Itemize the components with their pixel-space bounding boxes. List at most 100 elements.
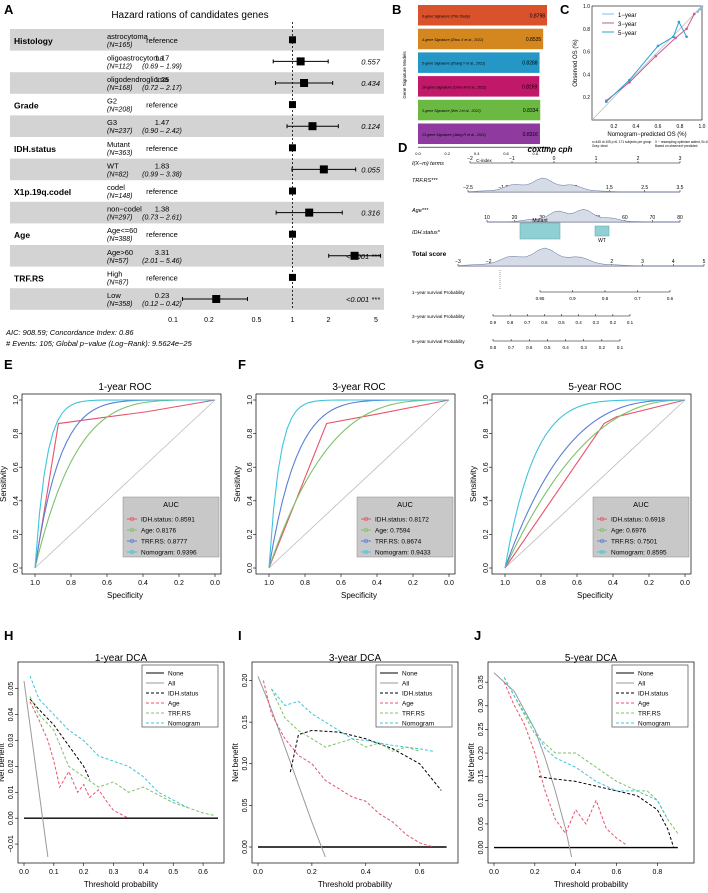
dca-x-tick: 0.5	[168, 869, 178, 876]
roc-y-tick: 0.8	[13, 429, 20, 439]
roc-x-tick: 0.4	[372, 580, 382, 587]
dca-y-label: Net benefit	[467, 742, 476, 781]
calibration-series-line	[605, 13, 695, 102]
roc-x-tick: 0.0	[680, 580, 690, 587]
dca-y-tick: 0.05	[478, 817, 485, 831]
nomogram-row-label: Age***	[411, 208, 429, 214]
roc-legend-marker	[363, 538, 369, 544]
calibration-point	[628, 78, 631, 82]
nomogram-tick-label: 0.8	[507, 320, 514, 325]
calibration-series-line	[605, 20, 688, 103]
forest-row-band	[10, 72, 384, 94]
forest-hr-text: reference	[146, 101, 178, 110]
dca-series-line	[271, 688, 420, 752]
bar-x-tick: 0.0	[415, 151, 421, 156]
roc-legend-marker	[599, 516, 605, 522]
nomogram-tick-label: −2	[467, 156, 473, 162]
nomogram-row-label: TRF.RS***	[412, 178, 438, 184]
forest-hr-text: 1.25	[155, 75, 170, 84]
nomogram-tick-label: 0.1	[617, 345, 624, 350]
panel-label-c: C	[560, 2, 570, 17]
dca-y-tick: 0.25	[478, 723, 485, 737]
roc-legend-label: Age: 0.8176	[141, 528, 176, 535]
nomogram-box-label: Mutant	[532, 218, 548, 224]
calibration-y-label: Observed OS (%)	[573, 39, 579, 86]
dca-x-tick: 0.2	[530, 869, 540, 876]
calibration-point	[677, 20, 681, 24]
nomogram-tick-label: 0.7	[524, 320, 531, 325]
calibration-note: X − resampling optimism added, B=1000	[655, 140, 708, 144]
nomogram-row-label: 5−year survival Probability	[412, 339, 465, 344]
nomogram-tick-label: 0.2	[599, 345, 606, 350]
roc-y-label: Sensitivity	[469, 466, 478, 502]
nomogram-tick-label: 0.8	[490, 345, 497, 350]
roc-x-tick: 0.0	[210, 580, 220, 587]
roc-frame	[21, 393, 222, 575]
forest-hr-text: 1.47	[155, 118, 170, 127]
forest-x-tick: 0.5	[252, 317, 262, 324]
roc-y-tick: 1.0	[13, 395, 20, 405]
dca-legend-label: TRF.RS	[638, 711, 661, 718]
forest-hr-text: reference	[146, 230, 178, 239]
roc-y-tick: 0.6	[247, 462, 254, 472]
nomogram-tick-label: 2	[610, 259, 613, 265]
forest-hr-text: reference	[146, 187, 178, 196]
dca-legend-label: IDH.status	[638, 691, 669, 698]
dca-y-tick: 0.00	[242, 840, 249, 854]
calibration-point	[685, 35, 688, 39]
dca-x-label: Threshold probability	[554, 880, 628, 889]
forest-level: G3	[107, 118, 117, 127]
roc-legend-label: Nomogram: 0.9433	[375, 550, 431, 557]
roc-curve	[504, 399, 686, 569]
forest-x-tick: 0.2	[204, 317, 214, 324]
nomogram-tick-label: −2.5	[463, 185, 473, 191]
dca-series-line	[29, 696, 216, 817]
panel-label-j: J	[474, 628, 481, 643]
dca-y-label: Net benefit	[0, 742, 6, 781]
dca-y-tick: 0.00	[478, 841, 485, 855]
calibration-legend-label: 1−year	[618, 13, 637, 19]
forest-x-tick: 0.1	[168, 317, 178, 324]
dca-legend-label: Age	[402, 701, 414, 708]
roc-curve	[268, 399, 450, 569]
forest-p-value: 0.124	[361, 122, 380, 131]
roc-y-label: Sensitivity	[0, 466, 8, 502]
dca-legend-label: Nomogram	[638, 721, 670, 728]
nomogram-tick-label: 10	[484, 215, 490, 221]
dca-x-tick: 0.8	[653, 869, 663, 876]
dca-x-tick: 0.4	[571, 869, 581, 876]
roc-legend-marker	[129, 538, 135, 544]
nomogram-tick-label: 20	[512, 215, 518, 221]
nomogram-tick-label: 1.5	[606, 185, 613, 191]
nomogram-tick-label: 0.4	[562, 345, 569, 350]
dca-legend-label: All	[638, 681, 646, 688]
roc-3year: 3-year ROC 1.0 0.8 0.6 0.4 0.2 0.0 0.0 0.2 0.4 0.6…	[233, 382, 456, 600]
dca-y-tick: 0.30	[478, 699, 485, 713]
dca-3year: 3-year DCA 0.0 0.2 0.4 0.6 0.00 0.05 0.10 0.15 0.…	[231, 653, 459, 889]
roc-x-tick: 1.0	[264, 580, 274, 587]
dca-title: 1-year DCA	[95, 653, 148, 664]
roc-legend-box	[356, 496, 454, 558]
bar-y-label: Gene Signature Models	[402, 51, 407, 99]
roc-5year: 5-year ROC 1.0 0.8 0.6 0.4 0.2 0.0 0.0 0.2 0.4 0.6…	[469, 382, 692, 600]
panel-label-g: G	[474, 357, 484, 372]
dca-series-line	[271, 688, 434, 752]
calibration-point	[685, 27, 688, 31]
forest-variable: Age	[14, 230, 30, 240]
nomogram-tick-label: 0.6	[526, 345, 533, 350]
forest-plot: Hazard rations of candidates genes Histol…	[5, 10, 384, 348]
calibration-point	[696, 10, 699, 13]
nomogram-tick-label: 4	[672, 259, 675, 265]
roc-curve	[268, 399, 449, 569]
bar-x-tick: 0.6	[503, 151, 509, 156]
dca-y-tick: 0.15	[242, 715, 249, 729]
dca-series-line	[289, 729, 442, 791]
calibration-note: Based on observed−predicted	[655, 144, 698, 148]
dca-legend-label: IDH.status	[402, 691, 433, 698]
forest-n: (N=168)	[107, 85, 132, 92]
dca-y-tick: 0.20	[242, 674, 249, 688]
forest-level: Mutant	[107, 140, 131, 149]
bar-category-label: 3-gene Signature (Wei J et al., 2022)	[422, 109, 481, 113]
forest-point	[308, 122, 317, 131]
roc-x-tick: 0.8	[300, 580, 310, 587]
